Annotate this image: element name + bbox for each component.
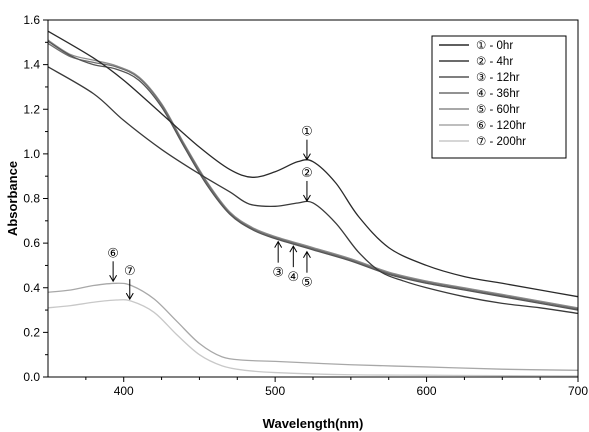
legend-entry: ⑥ - 120hr bbox=[476, 120, 526, 132]
legend-entry: ⑤ - 60hr bbox=[476, 104, 520, 116]
series-line-3 bbox=[47, 40, 579, 311]
annotation-label: ⑦ bbox=[124, 264, 136, 279]
annotation-arrowhead bbox=[303, 194, 311, 202]
series-line-4 bbox=[47, 42, 579, 310]
legend-entry: ④ - 36hr bbox=[476, 88, 520, 100]
y-tick-label: 0.2 bbox=[23, 325, 40, 339]
legend-entry: ① - 0hr bbox=[476, 40, 513, 52]
legend-entry: ⑦ - 200hr bbox=[476, 136, 526, 148]
annotation-arrowhead bbox=[125, 292, 134, 301]
annotation-layer: ① ② ③ ④ ⑤ ⑥⑦ bbox=[107, 125, 313, 301]
y-tick-label: 1.0 bbox=[23, 147, 40, 161]
series-line-1 bbox=[47, 30, 579, 298]
legend-box bbox=[431, 35, 567, 159]
annotation-label: ② bbox=[301, 166, 313, 181]
series-line-2 bbox=[47, 66, 579, 315]
y-tick-label: 1.4 bbox=[23, 58, 40, 72]
annotation-arrowhead bbox=[274, 240, 283, 248]
annotation-arrowhead bbox=[303, 250, 311, 258]
y-axis-title: Absorbance bbox=[5, 161, 20, 236]
series-line-6 bbox=[47, 282, 579, 371]
annotation-label: ① bbox=[301, 125, 313, 140]
annotation-label: ④ bbox=[287, 270, 299, 285]
y-axis: 0.0 0.2 0.4 0.6 0.8 1.0 1.2 1.4 1.6 bbox=[23, 13, 48, 384]
x-tick-label: 500 bbox=[265, 384, 285, 398]
y-tick-label: 0.4 bbox=[23, 281, 40, 295]
legend-entry: ③ - 12hr bbox=[476, 72, 520, 84]
legend: ① - 0hr ② - 4hr ③ - 12hr ④ - 36hr ⑤ - 60hr ⑥ … bbox=[431, 35, 567, 159]
series-layer bbox=[47, 30, 579, 377]
x-axis-title: Wavelength(nm) bbox=[263, 416, 364, 431]
annotation-label: ③ bbox=[272, 266, 284, 281]
annotation-arrowhead bbox=[289, 245, 298, 253]
y-tick-label: 0.8 bbox=[23, 192, 40, 206]
annotation-label: ⑤ bbox=[301, 276, 313, 291]
x-tick-label: 400 bbox=[114, 384, 134, 398]
legend-entry: ② - 4hr bbox=[476, 56, 513, 68]
annotation-arrowhead bbox=[303, 153, 311, 161]
x-tick-label: 600 bbox=[417, 384, 437, 398]
y-tick-label: 0.6 bbox=[23, 236, 40, 250]
annotation-label: ⑥ bbox=[107, 246, 119, 261]
x-tick-label: 700 bbox=[568, 384, 588, 398]
series-line-7 bbox=[47, 299, 579, 377]
annotation-arrowhead bbox=[109, 275, 118, 283]
x-axis: 400 500 600 700 bbox=[85, 377, 588, 398]
y-tick-label: 1.2 bbox=[23, 102, 40, 116]
y-tick-label: 1.6 bbox=[23, 13, 40, 27]
y-tick-label: 0.0 bbox=[23, 370, 40, 384]
series-line-5 bbox=[47, 39, 579, 309]
